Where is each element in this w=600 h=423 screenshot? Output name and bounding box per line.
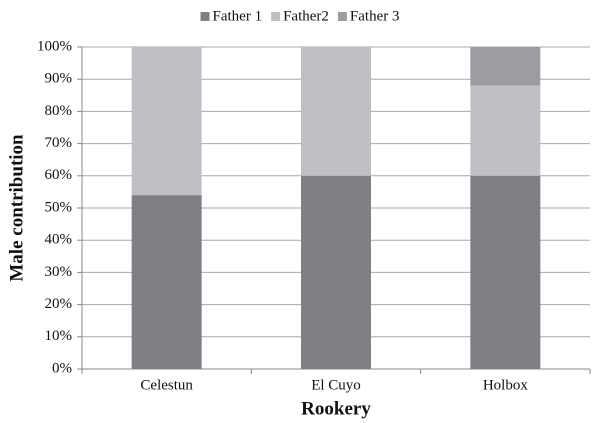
legend-swatch xyxy=(271,12,281,21)
y-tick-label: 70% xyxy=(45,135,73,151)
x-axis-label: Rookery xyxy=(301,398,371,419)
legend-label: Father 1 xyxy=(213,8,263,24)
x-tick-label: El Cuyo xyxy=(311,377,361,393)
bar-segment xyxy=(131,195,202,369)
bar-segment xyxy=(131,47,202,196)
legend-label: Father 3 xyxy=(350,8,400,24)
x-tick-label: Holbox xyxy=(483,377,529,393)
legend-swatch xyxy=(200,12,210,21)
y-tick-label: 10% xyxy=(45,328,73,344)
y-tick-label: 50% xyxy=(45,199,73,215)
y-tick-label: 60% xyxy=(45,167,73,183)
y-tick-label: 0% xyxy=(52,360,72,376)
y-tick-label: 80% xyxy=(45,103,73,119)
legend-label: Father2 xyxy=(283,8,329,24)
bar-segment xyxy=(470,175,541,369)
y-tick-label: 40% xyxy=(45,232,73,248)
y-tick-label: 20% xyxy=(45,296,73,312)
x-tick-label: Celestun xyxy=(140,377,193,393)
bar-segment xyxy=(470,85,541,176)
legend-swatch xyxy=(337,12,347,21)
y-tick-label: 100% xyxy=(37,38,72,54)
bar-segment xyxy=(470,47,541,86)
y-tick-label: 90% xyxy=(45,71,73,87)
bar-segment xyxy=(301,47,371,176)
y-axis-label: Male contribution xyxy=(6,134,27,282)
bar-segment xyxy=(301,175,371,369)
y-tick-label: 30% xyxy=(45,264,73,280)
